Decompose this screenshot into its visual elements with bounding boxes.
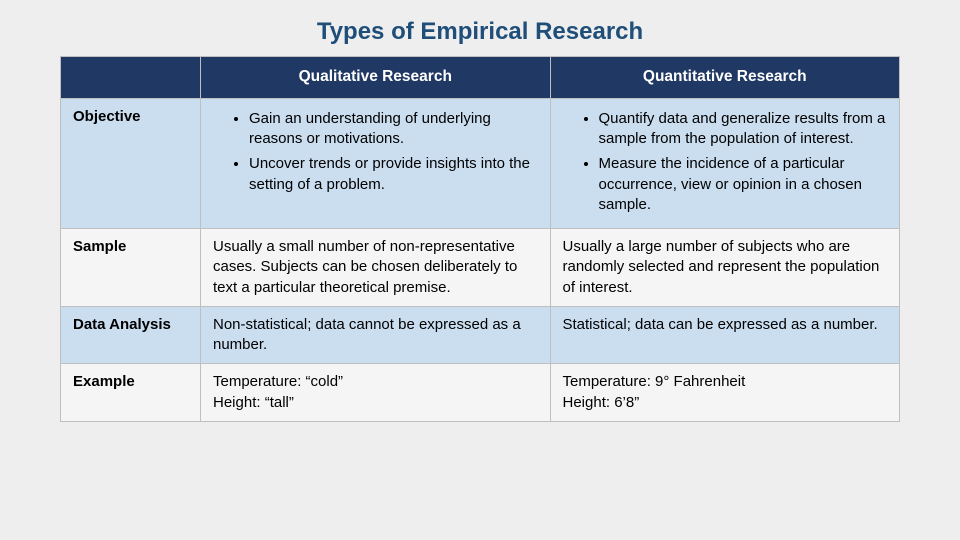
row-objective-label: Objective (61, 98, 201, 228)
list-item: Quantify data and generalize results fro… (599, 109, 888, 150)
list-item: Measure the incidence of a particular oc… (599, 154, 888, 215)
header-blank (61, 57, 201, 99)
header-qualitative: Qualitative Research (201, 57, 551, 99)
cell-sample-qual: Usually a small number of non-representa… (201, 229, 551, 307)
row-example: Example Temperature: “cold”Height: “tall… (61, 364, 900, 422)
cell-objective-qual: Gain an understanding of underlying reas… (201, 98, 551, 228)
slide-container: Types of Empirical Research Qualitative … (0, 0, 960, 442)
cell-example-qual: Temperature: “cold”Height: “tall” (201, 364, 551, 422)
cell-objective-quant: Quantify data and generalize results fro… (550, 98, 900, 228)
row-data-analysis-label: Data Analysis (61, 306, 201, 364)
row-data-analysis: Data Analysis Non-statistical; data cann… (61, 306, 900, 364)
list-item: Uncover trends or provide insights into … (249, 154, 538, 195)
table-header-row: Qualitative Research Quantitative Resear… (61, 57, 900, 99)
list-objective-qual: Gain an understanding of underlying reas… (213, 109, 538, 195)
row-example-label: Example (61, 364, 201, 422)
row-sample: Sample Usually a small number of non-rep… (61, 229, 900, 307)
cell-data-analysis-qual: Non-statistical; data cannot be expresse… (201, 306, 551, 364)
cell-example-quant: Temperature: 9° FahrenheitHeight: 6’8” (550, 364, 900, 422)
row-objective: Objective Gain an understanding of under… (61, 98, 900, 228)
list-item: Gain an understanding of underlying reas… (249, 109, 538, 150)
slide-title: Types of Empirical Research (60, 18, 900, 46)
cell-data-analysis-quant: Statistical; data can be expressed as a … (550, 306, 900, 364)
comparison-table: Qualitative Research Quantitative Resear… (60, 56, 900, 422)
row-sample-label: Sample (61, 229, 201, 307)
header-quantitative: Quantitative Research (550, 57, 900, 99)
list-objective-quant: Quantify data and generalize results fro… (563, 109, 888, 215)
cell-sample-quant: Usually a large number of subjects who a… (550, 229, 900, 307)
